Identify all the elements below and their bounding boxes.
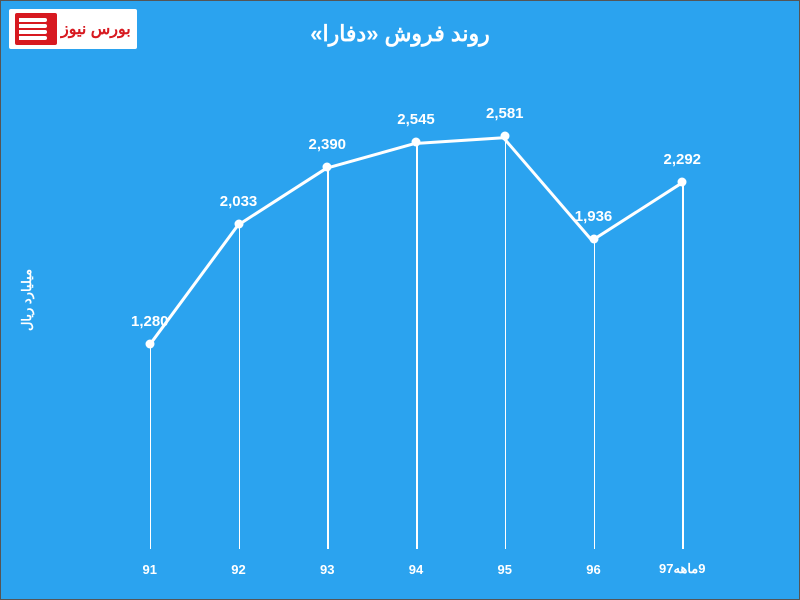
data-label: 1,280 [131,313,169,330]
data-point [678,178,687,187]
data-label: 2,292 [663,151,701,168]
y-axis-label: میلیارد ریال [19,269,34,331]
drop-line [239,224,241,549]
data-label: 2,033 [220,193,258,210]
drop-line [150,344,152,549]
data-point [145,340,154,349]
drop-line [327,167,329,549]
data-point [234,219,243,228]
data-point [589,235,598,244]
drop-line [505,136,507,549]
x-tick-label: 95 [498,562,512,577]
x-tick-label: 93 [320,562,334,577]
drop-line [682,182,684,549]
chart-container: بورس نیوز روند فروش «دفارا» میلیارد ریال… [0,0,800,600]
data-label: 2,581 [486,105,524,122]
x-tick-label: 92 [231,562,245,577]
data-point [500,132,509,141]
data-label: 2,390 [308,136,346,153]
data-point [412,137,421,146]
chart-title: روند فروش «دفارا» [1,21,799,47]
x-tick-label: 9ماهه97 [659,561,705,577]
drop-line [594,239,596,549]
x-tick-label: 91 [143,562,157,577]
data-point [323,162,332,171]
data-label: 1,936 [575,208,613,225]
x-tick-label: 94 [409,562,423,577]
x-tick-label: 96 [586,562,600,577]
drop-line [416,142,418,549]
line-path [150,138,681,345]
plot-area: 1,280912,033922,390932,545942,581951,936… [61,71,769,549]
data-label: 2,545 [397,111,435,128]
